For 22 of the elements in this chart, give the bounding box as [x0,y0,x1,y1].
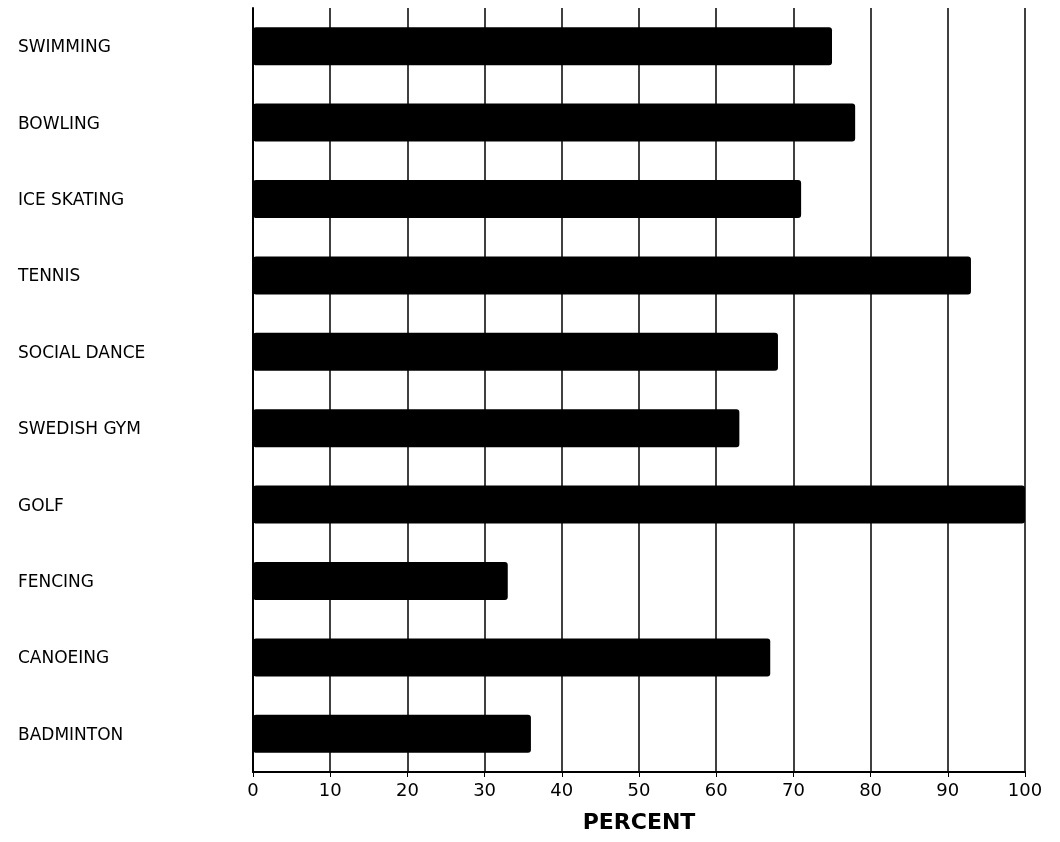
y-tick-label: SOCIAL DANCE [18,341,146,362]
y-tick-label: BOWLING [18,112,100,133]
x-tick-label: 0 [247,778,259,800]
x-tick-label: 20 [395,778,419,800]
x-tick-label: 90 [936,778,960,800]
x-tick-label: 80 [859,778,883,800]
x-tick-label: 70 [781,778,805,800]
x-axis-title: PERCENT [582,808,696,834]
x-tick-label: 100 [1007,778,1043,800]
y-tick-label: BADMINTON [18,723,124,744]
y-tick-label: SWIMMING [18,36,111,57]
y-tick-label: FENCING [18,571,95,591]
y-tick-label: GOLF [18,494,64,515]
x-tick-label: 10 [318,778,342,800]
x-tick-label: 30 [473,778,497,800]
x-tick-label: 60 [704,778,728,800]
y-tick-label: ICE SKATING [18,189,125,209]
x-tick-label: 50 [627,778,651,800]
y-tick-label: CANOEING [18,647,110,668]
x-tick-label: 40 [550,778,574,800]
y-tick-label: SWEDISH GYM [18,418,141,439]
y-tick-label: TENNIS [17,265,81,286]
